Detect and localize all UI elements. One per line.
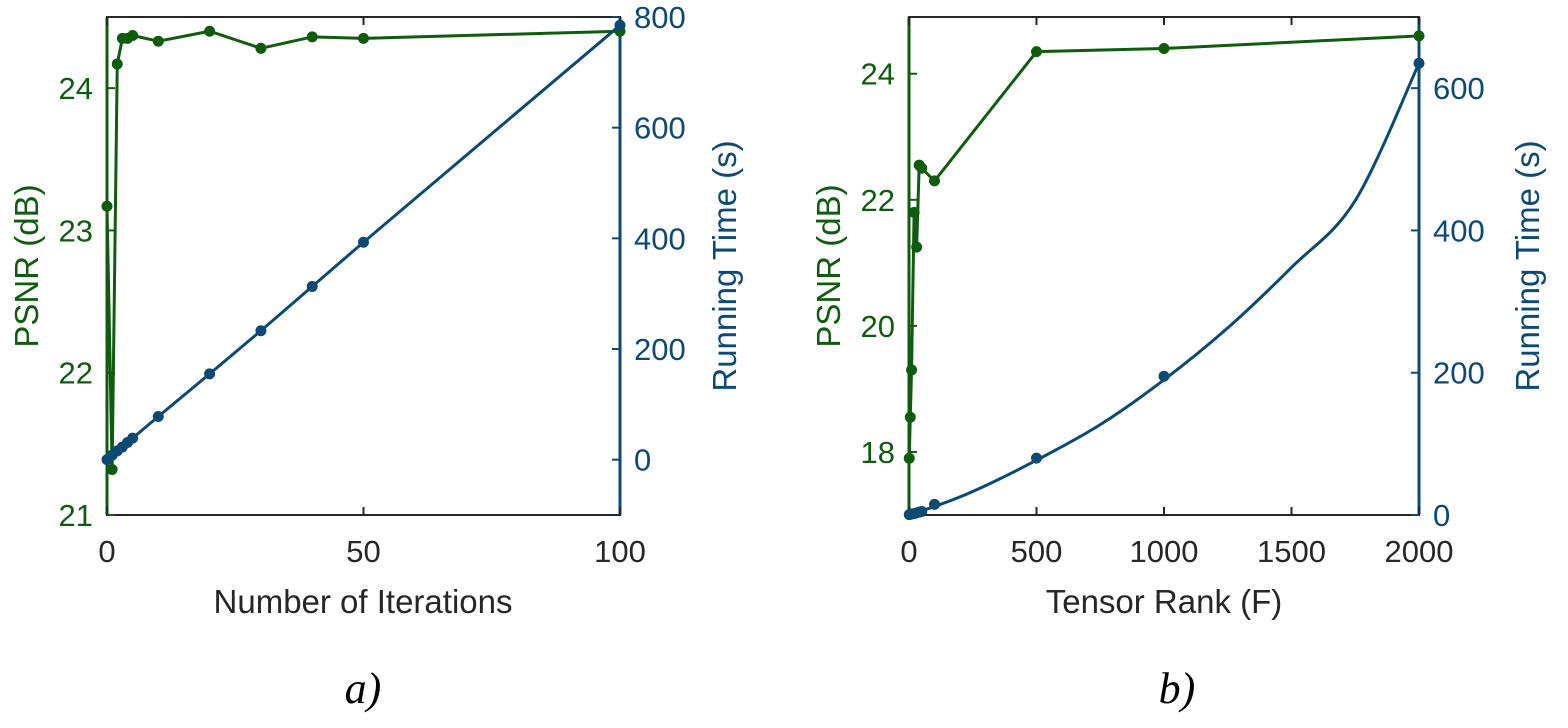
panel-a-right-tick-label: 400 xyxy=(634,221,686,256)
panel-b-psnr-point xyxy=(1158,43,1170,55)
panel-a-time-point xyxy=(306,280,318,292)
panel-b-psnr-point xyxy=(916,162,928,174)
panel-a-x-tick-label: 50 xyxy=(346,534,380,569)
panel-b-time-fit-curve xyxy=(908,62,1421,517)
panel-b-psnr-point xyxy=(1031,46,1042,58)
panel-b-psnr-point xyxy=(903,452,915,464)
panel-b-x-axis-label: Tensor Rank (F) xyxy=(1046,583,1283,620)
panel-b-chart: 0 500 1000 1500 2000 18 20 22 24 0 200 400 600 Tenso… xyxy=(810,16,1546,713)
panel-b-right-tick-label: 600 xyxy=(1433,71,1485,106)
panel-b-right-tick-label: 200 xyxy=(1433,356,1485,391)
panel-a-psnr-point xyxy=(152,35,164,47)
panel-b-plot-area xyxy=(908,16,1420,516)
panel-a-left-tick-label: 24 xyxy=(59,71,93,106)
panel-a-right-tick-label: 0 xyxy=(634,443,651,478)
panel-a-time-point xyxy=(204,368,216,380)
panel-a-x-tick-label: 100 xyxy=(594,534,646,569)
panel-a-right-axis-label: Running Time (s) xyxy=(706,140,743,391)
panel-a-time-point xyxy=(358,236,369,248)
panel-b-psnr-point xyxy=(906,364,918,376)
panel-a-psnr-point xyxy=(101,200,113,212)
panel-b-x-tick-label: 2000 xyxy=(1385,534,1454,569)
panel-b-psnr-point xyxy=(911,241,923,253)
panel-a-psnr-point xyxy=(111,58,123,70)
panel-a-psnr-point xyxy=(204,25,216,37)
panel-b-psnr-point xyxy=(1413,30,1425,42)
panel-a-psnr-point xyxy=(306,31,318,43)
panel-b-left-axis-label: PSNR (dB) xyxy=(810,184,847,347)
panel-a-time-point xyxy=(127,432,139,444)
panel-b-x-tick-label: 0 xyxy=(900,534,917,569)
panel-b-psnr-point xyxy=(904,411,916,423)
panel-b-left-tick-label: 20 xyxy=(861,309,895,344)
panel-a-chart: 0 50 100 21 22 23 24 0 200 400 600 800 Number of It… xyxy=(8,0,743,713)
panel-a-left-tick-label: 23 xyxy=(59,213,93,248)
panel-b-psnr-point xyxy=(929,175,940,187)
panel-b-psnr-point xyxy=(908,206,920,218)
panel-a-left-tick-label: 21 xyxy=(59,498,93,533)
panel-b-left-tick-label: 22 xyxy=(861,183,895,218)
panel-a-psnr-point xyxy=(255,42,267,54)
panel-a-right-tick-label: 200 xyxy=(634,332,686,367)
panel-a-time-point xyxy=(152,411,164,423)
panel-a-time-point xyxy=(614,19,626,31)
panel-b-left-tick-label: 18 xyxy=(861,435,895,470)
panel-a-left-tick-label: 22 xyxy=(59,356,93,391)
panel-a-x-tick-label: 0 xyxy=(98,534,115,569)
panel-b-right-tick-label: 400 xyxy=(1433,213,1485,248)
panel-a-time-point xyxy=(255,325,267,337)
panel-b-psnr-line xyxy=(907,34,1420,459)
panel-a-left-axis-label: PSNR (dB) xyxy=(8,184,45,347)
panel-b-left-tick-label: 24 xyxy=(861,57,895,92)
panel-b-x-tick-label: 1000 xyxy=(1130,534,1199,569)
panel-a-right-tick-label: 600 xyxy=(634,111,686,146)
panel-b-x-tick-label: 1500 xyxy=(1257,534,1326,569)
panel-b-right-tick-label: 0 xyxy=(1433,498,1450,533)
panel-b-right-axis-label: Running Time (s) xyxy=(1509,140,1546,391)
panel-a-caption: a) xyxy=(345,664,382,713)
panel-a-psnr-point xyxy=(127,29,139,41)
panel-a-psnr-point xyxy=(358,32,369,44)
panel-a-psnr-point xyxy=(106,463,118,475)
panel-b-x-tick-label: 500 xyxy=(1011,534,1063,569)
panel-a-x-axis-label: Number of Iterations xyxy=(214,583,513,620)
panel-b-caption: b) xyxy=(1159,664,1196,713)
panel-a-right-tick-label: 800 xyxy=(634,0,686,35)
panel-a-psnr-line xyxy=(105,29,621,471)
